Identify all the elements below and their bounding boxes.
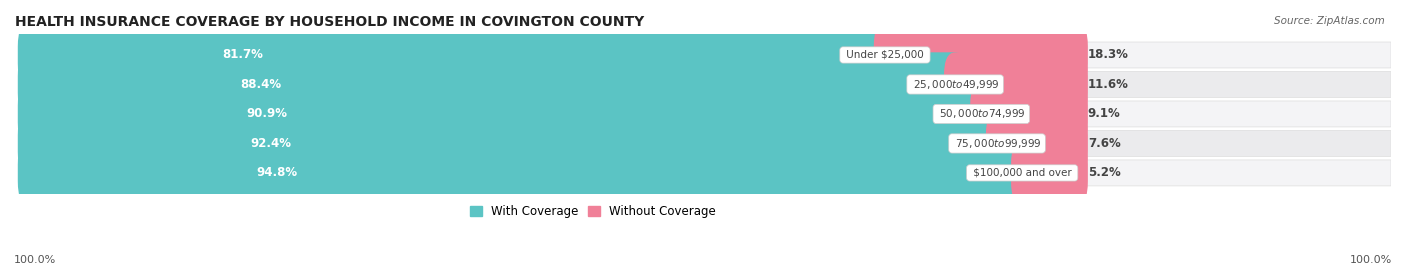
FancyBboxPatch shape bbox=[30, 160, 1391, 186]
FancyBboxPatch shape bbox=[30, 130, 1391, 156]
Text: 90.9%: 90.9% bbox=[246, 107, 288, 120]
Text: $75,000 to $99,999: $75,000 to $99,999 bbox=[952, 137, 1042, 150]
Text: 7.6%: 7.6% bbox=[1088, 137, 1121, 150]
FancyBboxPatch shape bbox=[873, 23, 1088, 87]
Text: 81.7%: 81.7% bbox=[222, 49, 263, 62]
FancyBboxPatch shape bbox=[18, 82, 993, 146]
Text: HEALTH INSURANCE COVERAGE BY HOUSEHOLD INCOME IN COVINGTON COUNTY: HEALTH INSURANCE COVERAGE BY HOUSEHOLD I… bbox=[15, 15, 644, 29]
Text: $25,000 to $49,999: $25,000 to $49,999 bbox=[910, 78, 1000, 91]
Text: Under $25,000: Under $25,000 bbox=[844, 50, 927, 60]
Text: 92.4%: 92.4% bbox=[250, 137, 291, 150]
Text: 88.4%: 88.4% bbox=[240, 78, 281, 91]
FancyBboxPatch shape bbox=[30, 42, 1391, 68]
Legend: With Coverage, Without Coverage: With Coverage, Without Coverage bbox=[465, 200, 721, 223]
FancyBboxPatch shape bbox=[18, 23, 896, 87]
FancyBboxPatch shape bbox=[18, 111, 1008, 176]
FancyBboxPatch shape bbox=[18, 52, 966, 117]
Text: 11.6%: 11.6% bbox=[1088, 78, 1129, 91]
Text: 9.1%: 9.1% bbox=[1088, 107, 1121, 120]
FancyBboxPatch shape bbox=[18, 141, 1033, 205]
FancyBboxPatch shape bbox=[970, 82, 1088, 146]
FancyBboxPatch shape bbox=[1011, 141, 1088, 205]
Text: Source: ZipAtlas.com: Source: ZipAtlas.com bbox=[1274, 16, 1385, 26]
Text: 94.8%: 94.8% bbox=[257, 166, 298, 180]
FancyBboxPatch shape bbox=[30, 72, 1391, 97]
Text: 5.2%: 5.2% bbox=[1088, 166, 1121, 180]
Text: 100.0%: 100.0% bbox=[1350, 255, 1392, 265]
FancyBboxPatch shape bbox=[943, 52, 1088, 117]
Text: 100.0%: 100.0% bbox=[14, 255, 56, 265]
Text: 18.3%: 18.3% bbox=[1088, 49, 1129, 62]
Text: $100,000 and over: $100,000 and over bbox=[970, 168, 1074, 178]
Text: $50,000 to $74,999: $50,000 to $74,999 bbox=[936, 107, 1026, 120]
FancyBboxPatch shape bbox=[30, 101, 1391, 127]
FancyBboxPatch shape bbox=[986, 111, 1088, 176]
